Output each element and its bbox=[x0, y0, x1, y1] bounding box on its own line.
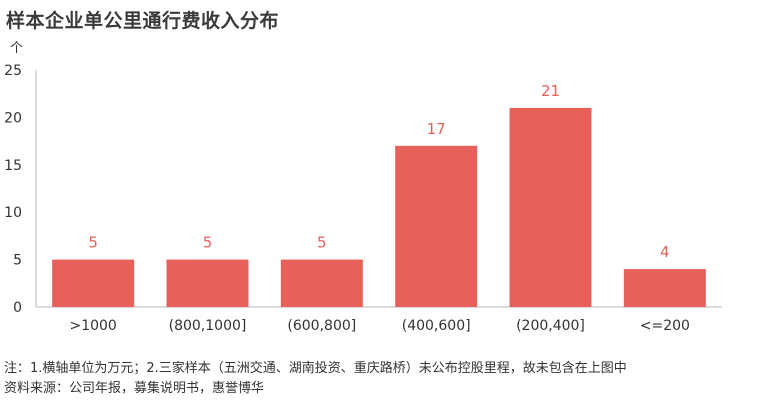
data-label: 5 bbox=[203, 234, 213, 252]
data-label: 21 bbox=[541, 82, 560, 100]
bar bbox=[623, 269, 706, 307]
x-tick-label: (200,400] bbox=[516, 318, 585, 334]
y-tick-label: 20 bbox=[4, 110, 22, 126]
bar bbox=[509, 107, 592, 307]
y-tick-label: 25 bbox=[4, 63, 22, 79]
x-tick-label: >1000 bbox=[69, 318, 116, 334]
data-label: 4 bbox=[660, 243, 670, 261]
chart-title: 样本企业单公里通行费收入分布 bbox=[6, 10, 280, 32]
y-tick-label: 15 bbox=[4, 158, 22, 174]
y-axis-unit: 个 bbox=[10, 41, 24, 56]
x-tick-label: <=200 bbox=[640, 318, 690, 334]
bar bbox=[395, 145, 478, 307]
y-tick-label: 5 bbox=[13, 253, 22, 269]
data-label: 5 bbox=[88, 234, 98, 252]
source-note: 资料来源：公司年报，募集说明书，惠誉博华 bbox=[4, 381, 265, 396]
y-tick-label: 10 bbox=[4, 205, 22, 221]
x-tick-label: (400,600] bbox=[402, 318, 471, 334]
data-label: 17 bbox=[427, 120, 446, 138]
y-tick-label: 0 bbox=[13, 300, 22, 316]
footnote: 注：1.横轴单位为万元；2.三家样本（五洲交通、湖南投资、重庆路桥）未公布控股里… bbox=[4, 361, 627, 376]
bar bbox=[280, 259, 363, 307]
x-tick-label: (800,1000] bbox=[169, 318, 247, 334]
x-tick-label: (600,800] bbox=[287, 318, 356, 334]
data-label: 5 bbox=[317, 234, 327, 252]
bar bbox=[166, 259, 249, 307]
bar bbox=[52, 259, 135, 307]
